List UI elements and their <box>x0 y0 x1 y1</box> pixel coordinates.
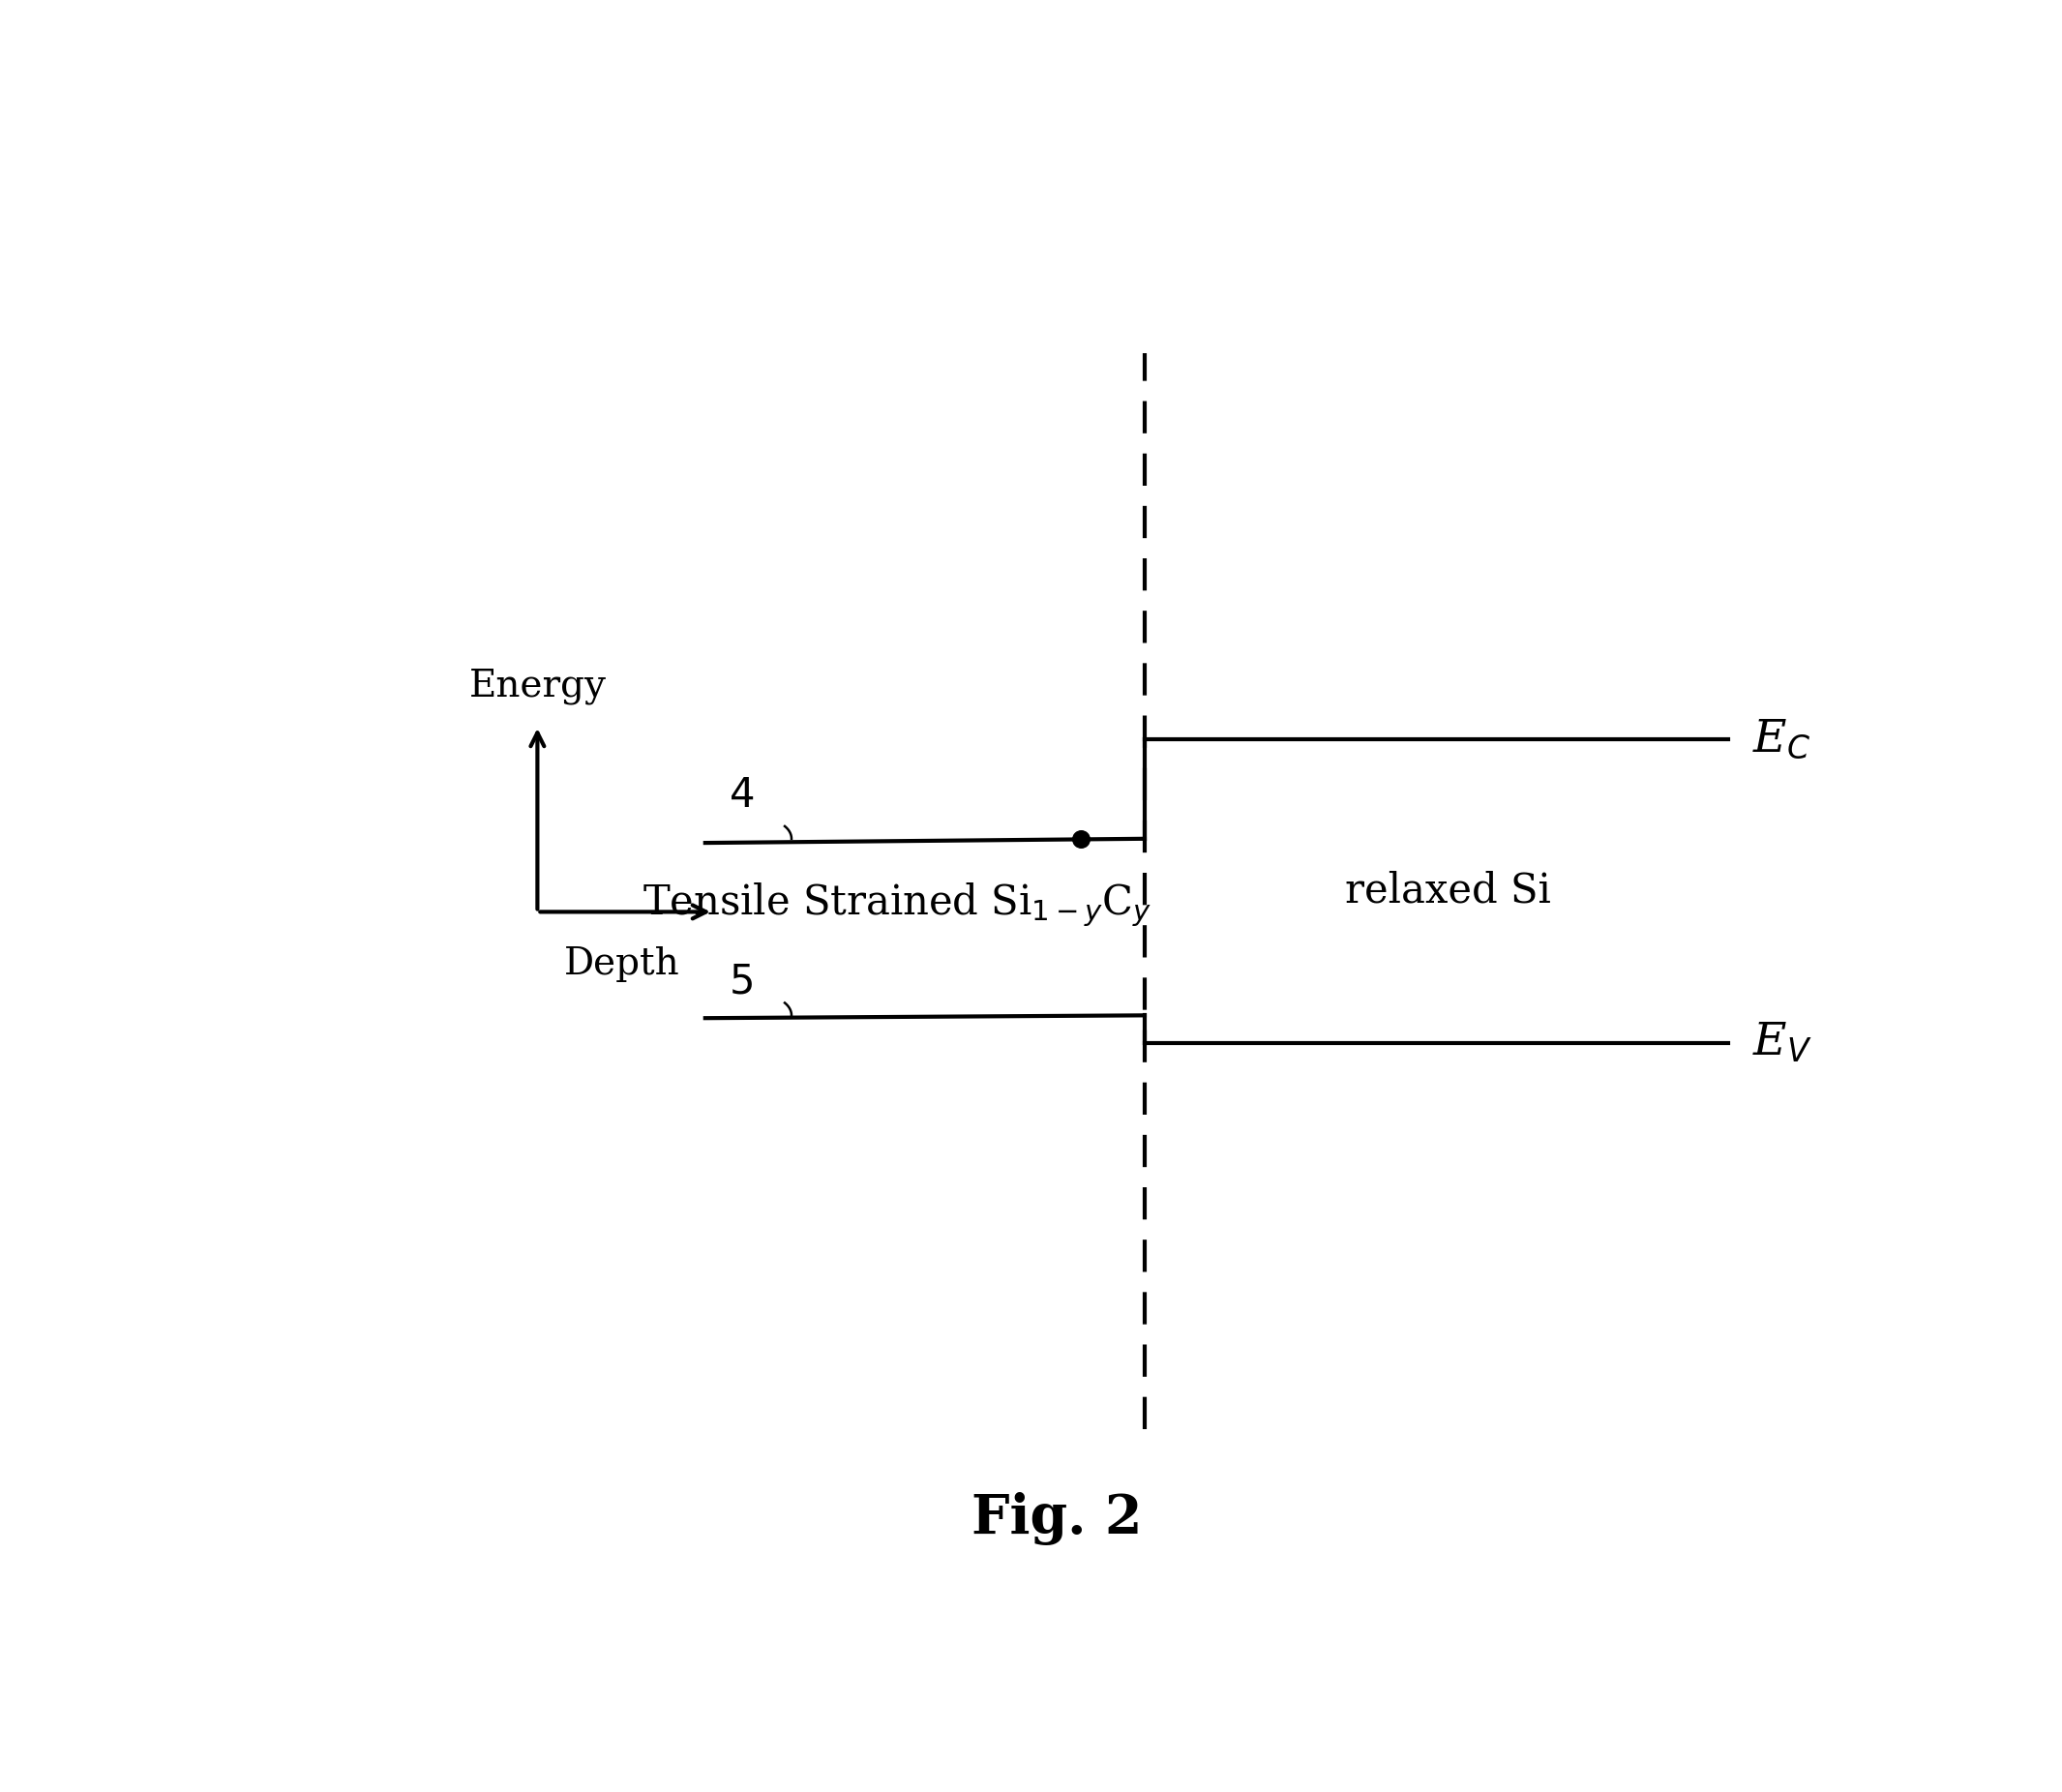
Text: relaxed Si: relaxed Si <box>1344 871 1551 912</box>
Text: 4: 4 <box>730 774 755 815</box>
Text: Tensile Strained Si$_{1-y}$C$_y$: Tensile Strained Si$_{1-y}$C$_y$ <box>641 882 1153 928</box>
Text: Fig. 2: Fig. 2 <box>971 1493 1142 1545</box>
Text: 5: 5 <box>730 961 755 1002</box>
Text: E$_C$: E$_C$ <box>1753 717 1810 762</box>
Point <box>1064 824 1097 853</box>
Text: Energy: Energy <box>468 668 606 704</box>
Text: E$_V$: E$_V$ <box>1753 1021 1812 1064</box>
Text: Depth: Depth <box>565 946 680 982</box>
